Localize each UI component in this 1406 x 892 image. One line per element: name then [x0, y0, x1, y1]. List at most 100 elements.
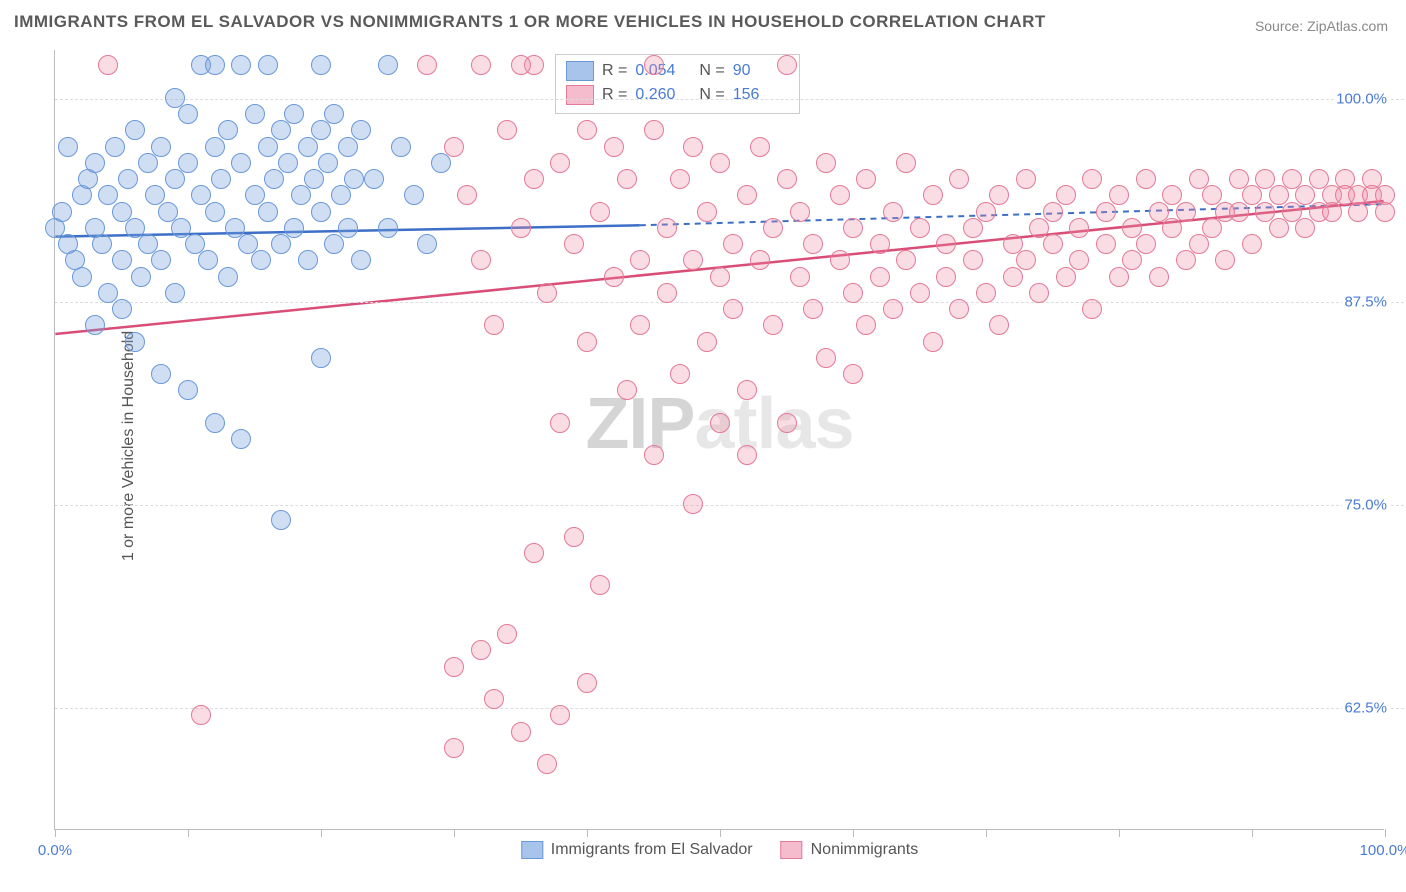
correlation-legend-row: R =0.054N =90 — [566, 59, 789, 83]
scatter-point — [564, 234, 584, 254]
scatter-point — [125, 332, 145, 352]
scatter-point — [564, 527, 584, 547]
scatter-point — [936, 267, 956, 287]
scatter-point — [284, 104, 304, 124]
legend-r-label: R = — [602, 86, 627, 104]
series-legend-item: Nonimmigrants — [781, 841, 919, 859]
scatter-point — [590, 202, 610, 222]
scatter-point — [471, 250, 491, 270]
scatter-point — [205, 137, 225, 157]
chart-title: IMMIGRANTS FROM EL SALVADOR VS NONIMMIGR… — [14, 12, 1046, 32]
scatter-point — [1162, 218, 1182, 238]
scatter-point — [1202, 218, 1222, 238]
scatter-point — [1069, 250, 1089, 270]
scatter-point — [843, 364, 863, 384]
ytick-label: 75.0% — [1342, 497, 1389, 514]
scatter-point — [883, 202, 903, 222]
legend-swatch — [781, 841, 803, 859]
scatter-point — [870, 234, 890, 254]
scatter-point — [404, 185, 424, 205]
scatter-point — [604, 137, 624, 157]
scatter-point — [1189, 234, 1209, 254]
scatter-point — [338, 218, 358, 238]
scatter-point — [524, 169, 544, 189]
scatter-point — [231, 429, 251, 449]
scatter-point — [324, 104, 344, 124]
scatter-point — [511, 55, 531, 75]
scatter-point — [816, 348, 836, 368]
scatter-point — [617, 169, 637, 189]
xtick — [986, 829, 987, 837]
scatter-point — [258, 55, 278, 75]
scatter-point — [484, 315, 504, 335]
scatter-point — [211, 169, 231, 189]
scatter-point — [910, 218, 930, 238]
scatter-point — [896, 250, 916, 270]
xtick — [1252, 829, 1253, 837]
scatter-point — [1043, 234, 1063, 254]
series-legend-item: Immigrants from El Salvador — [521, 841, 753, 859]
scatter-point — [524, 543, 544, 563]
scatter-point — [763, 218, 783, 238]
ytick-label: 100.0% — [1334, 90, 1389, 107]
scatter-point — [1375, 202, 1395, 222]
scatter-point — [896, 153, 916, 173]
scatter-point — [1056, 267, 1076, 287]
scatter-point — [1242, 234, 1262, 254]
xtick — [853, 829, 854, 837]
scatter-point — [351, 120, 371, 140]
series-legend-label: Nonimmigrants — [811, 841, 919, 859]
legend-n-label: N = — [699, 86, 724, 104]
scatter-point — [351, 250, 371, 270]
scatter-point — [178, 104, 198, 124]
scatter-point — [258, 137, 278, 157]
legend-swatch — [566, 85, 594, 105]
scatter-point — [338, 137, 358, 157]
scatter-point — [324, 234, 344, 254]
legend-r-label: R = — [602, 62, 627, 80]
scatter-point — [112, 250, 132, 270]
scatter-point — [178, 153, 198, 173]
scatter-point — [457, 185, 477, 205]
scatter-point — [790, 202, 810, 222]
scatter-point — [1056, 185, 1076, 205]
scatter-point — [590, 575, 610, 595]
scatter-point — [697, 332, 717, 352]
scatter-point — [790, 267, 810, 287]
scatter-point — [1322, 202, 1342, 222]
correlation-legend: R =0.054N =90R =0.260N =156 — [555, 54, 800, 114]
scatter-point — [777, 169, 797, 189]
scatter-point — [577, 673, 597, 693]
scatter-point — [856, 315, 876, 335]
scatter-point — [471, 55, 491, 75]
scatter-point — [331, 185, 351, 205]
scatter-point — [271, 120, 291, 140]
xtick — [55, 829, 56, 837]
scatter-point — [52, 202, 72, 222]
scatter-point — [750, 250, 770, 270]
scatter-point — [630, 250, 650, 270]
scatter-point — [1149, 267, 1169, 287]
xtick — [587, 829, 588, 837]
scatter-point — [511, 722, 531, 742]
scatter-point — [723, 299, 743, 319]
scatter-point — [577, 120, 597, 140]
scatter-point — [1122, 250, 1142, 270]
scatter-point — [989, 185, 1009, 205]
scatter-point — [777, 413, 797, 433]
scatter-point — [118, 169, 138, 189]
ytick-label: 62.5% — [1342, 700, 1389, 717]
ytick-label: 87.5% — [1342, 293, 1389, 310]
scatter-point — [683, 250, 703, 270]
scatter-point — [1096, 202, 1116, 222]
scatter-point — [304, 169, 324, 189]
scatter-point — [763, 315, 783, 335]
scatter-point — [251, 250, 271, 270]
scatter-point — [311, 55, 331, 75]
scatter-point — [737, 380, 757, 400]
source-label: Source: ZipAtlas.com — [1255, 18, 1388, 34]
scatter-point — [550, 413, 570, 433]
scatter-point — [670, 169, 690, 189]
scatter-point — [883, 299, 903, 319]
scatter-point — [537, 754, 557, 774]
